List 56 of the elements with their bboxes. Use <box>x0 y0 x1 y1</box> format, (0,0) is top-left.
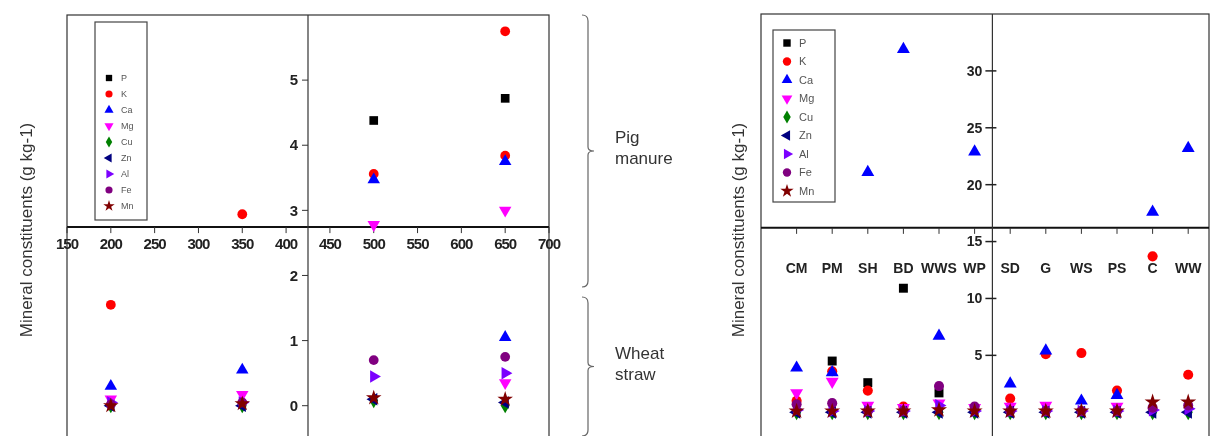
x-tick-label: CM <box>785 259 808 276</box>
legend-label: Cu <box>799 110 814 123</box>
y-tick-label: 5 <box>974 347 983 364</box>
x-tick-label: 600 <box>450 235 474 253</box>
y-tick-label: 0 <box>289 396 298 414</box>
legend-label: P <box>121 73 128 84</box>
x-tick-label: 350 <box>231 235 254 253</box>
x-tick-label: WW <box>1174 259 1203 276</box>
y-tick-label: 1 <box>289 331 298 349</box>
x-tick-label: SH <box>858 259 878 276</box>
legend-label: Zn <box>121 153 132 164</box>
x-tick-label: WWS <box>921 259 957 276</box>
x-tick-label: 300 <box>187 235 211 253</box>
y-tick-label: 25 <box>966 119 983 136</box>
legend-label: Ca <box>121 105 133 116</box>
x-tick-label: SD <box>1000 259 1020 276</box>
y-tick-label: 5 <box>289 71 298 89</box>
legend-label: Fe <box>799 166 812 179</box>
legend-label: K <box>121 89 128 100</box>
x-tick-label: 200 <box>99 235 123 253</box>
y-tick-label: 4 <box>289 136 299 154</box>
x-tick-label: WS <box>1070 259 1093 276</box>
legend-label: Al <box>121 169 130 180</box>
x-tick-label: G <box>1040 259 1052 276</box>
x-tick-label: 400 <box>275 235 298 253</box>
legend-label: Ca <box>799 73 814 86</box>
legend-label: Mg <box>799 92 815 105</box>
legend-label: Fe <box>121 185 132 196</box>
x-tick-label: PS <box>1107 259 1127 276</box>
legend-label: Al <box>799 147 809 160</box>
y-tick-label: 20 <box>966 176 983 193</box>
x-tick-label: 550 <box>406 235 430 253</box>
legend-label: Mg <box>121 121 134 132</box>
text: Pig manure <box>615 128 673 168</box>
legend-label: P <box>799 36 807 49</box>
x-tick-label: 250 <box>143 235 167 253</box>
x-tick-label: WP <box>963 259 986 276</box>
legend-label: Zn <box>799 129 812 142</box>
x-tick-label: 500 <box>362 235 386 253</box>
y-tick-label: 3 <box>289 201 298 219</box>
x-tick-label: C <box>1147 259 1158 276</box>
y-tick-label: 15 <box>966 233 983 250</box>
x-tick-label: PM <box>821 259 843 276</box>
text: Wheat straw <box>615 343 665 384</box>
legend-label: K <box>799 55 807 68</box>
y-tick-label: 2 <box>289 266 298 284</box>
x-tick-label: 450 <box>318 235 342 253</box>
y-axis-title: Mineral constituents (g kg-1) <box>729 122 748 338</box>
x-tick-label: BD <box>893 259 914 276</box>
y-tick-label: 30 <box>966 62 983 79</box>
x-tick-label: 650 <box>494 235 517 253</box>
y-tick-label: 10 <box>966 290 983 307</box>
legend-label: Mn <box>799 184 815 197</box>
legend-label: Mn <box>121 201 134 212</box>
legend-label: Cu <box>121 137 133 148</box>
y-axis-title: Mineral constituents (g kg-1) <box>17 122 36 338</box>
